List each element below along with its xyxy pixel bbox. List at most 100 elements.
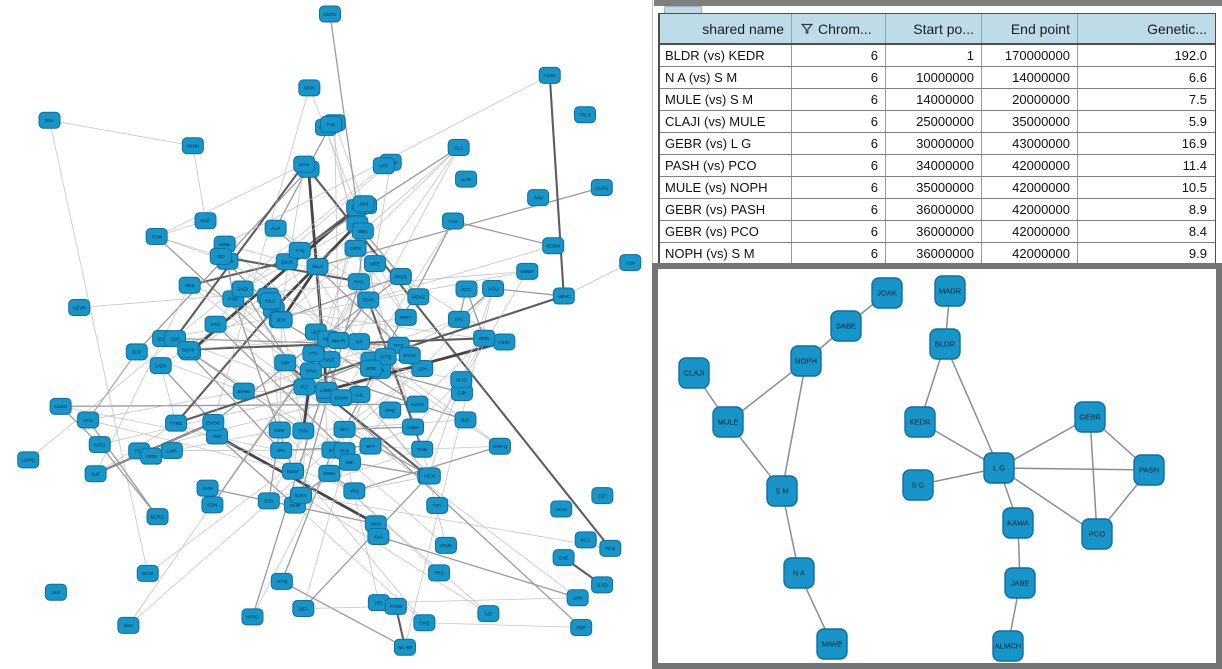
network-edge[interactable] <box>362 230 419 297</box>
network-edge[interactable] <box>548 75 565 297</box>
network-node[interactable]: BJKY <box>289 486 312 504</box>
network-node[interactable]: GKGI <box>231 280 254 298</box>
network-node[interactable]: ALR <box>264 219 287 237</box>
table-row[interactable]: N A (vs) S M 6 10000000 14000000 6.6 <box>660 67 1215 89</box>
network-node[interactable]: XJF <box>477 605 500 623</box>
network-node[interactable]: OKZJ <box>550 500 573 518</box>
network-edge[interactable] <box>160 365 177 424</box>
network-node[interactable]: ASSE <box>538 66 561 84</box>
network-node[interactable]: SOF <box>125 343 148 361</box>
network-edge[interactable] <box>189 351 345 452</box>
network-node[interactable]: NDZF <box>282 462 305 480</box>
table-row[interactable]: GEBR (vs) PCO 6 36000000 42000000 8.4 <box>660 221 1215 243</box>
network-node[interactable]: MULE <box>712 406 744 438</box>
network-node[interactable]: N A <box>783 557 815 589</box>
network-node[interactable]: SQT <box>591 487 614 505</box>
network-node[interactable]: BSX <box>117 616 140 634</box>
network-edge[interactable] <box>99 368 423 445</box>
network-node[interactable]: MOKZ <box>407 288 430 306</box>
network-edge[interactable] <box>422 445 500 450</box>
network-node[interactable]: PIOD <box>140 447 163 465</box>
network-node[interactable]: IUCU <box>88 436 111 454</box>
network-edge[interactable] <box>367 162 392 301</box>
table-row[interactable]: NOPH (vs) S M 6 36000000 42000000 9.9 <box>660 243 1215 264</box>
panel-tab-fragment[interactable] <box>664 6 702 14</box>
column-header-start-point[interactable]: Start po... <box>886 14 982 43</box>
network-node[interactable]: WLHW <box>393 638 416 656</box>
network-edge[interactable] <box>273 308 505 343</box>
network-node[interactable]: NOPH <box>790 345 822 377</box>
network-node[interactable]: JLVQ <box>591 576 614 594</box>
network-node[interactable]: SQYP <box>177 341 200 359</box>
table-row[interactable]: MULE (vs) NOPH 6 35000000 42000000 10.5 <box>660 177 1215 199</box>
network-edge[interactable] <box>303 419 466 432</box>
network-node[interactable]: EWDN <box>202 413 225 431</box>
network-node[interactable]: JYTQ <box>374 348 397 366</box>
network-node[interactable]: AWVC <box>552 287 575 305</box>
network-edge[interactable] <box>279 275 402 321</box>
network-node[interactable]: FFZM <box>384 597 407 615</box>
network-node[interactable]: EIOF <box>268 421 291 439</box>
network-edge[interactable] <box>233 161 391 300</box>
network-node[interactable]: OWM <box>318 464 341 482</box>
network-node[interactable]: TRLR <box>574 106 597 124</box>
network-edge[interactable] <box>378 597 578 604</box>
column-header-genetic[interactable]: Genetic... <box>1078 14 1214 43</box>
network-edge[interactable] <box>49 120 149 574</box>
network-node[interactable]: ZQP <box>570 618 593 636</box>
table-row[interactable]: GEBR (vs) L G 6 30000000 43000000 16.9 <box>660 133 1215 155</box>
network-edge[interactable] <box>268 147 460 502</box>
table-row[interactable]: CLAJI (vs) MULE 6 25000000 35000000 5.9 <box>660 111 1215 133</box>
network-node[interactable]: WYQ <box>270 572 293 590</box>
network-node[interactable]: XHW <box>196 479 219 497</box>
network-edge[interactable] <box>300 494 611 549</box>
network-node[interactable]: TEVN <box>357 291 380 309</box>
network-node[interactable]: MADR <box>934 275 966 307</box>
network-edge[interactable] <box>424 622 582 628</box>
network-node[interactable]: DUVM <box>330 389 353 407</box>
network-node[interactable]: S M <box>766 475 798 507</box>
network-edge[interactable] <box>88 390 244 421</box>
network-node[interactable]: NMYR <box>327 331 350 349</box>
network-node[interactable]: BPAM <box>232 382 255 400</box>
network-node[interactable]: AOVG <box>406 395 429 413</box>
network-node[interactable]: GWPQ <box>488 437 511 455</box>
network-edge[interactable] <box>349 461 447 546</box>
network-edge[interactable] <box>998 467 1150 471</box>
network-node[interactable]: CLAJI <box>678 357 710 389</box>
network-edge[interactable] <box>781 360 807 492</box>
network-node[interactable]: GEBR <box>1074 401 1106 433</box>
network-node[interactable]: FFG <box>204 315 227 333</box>
network-edge[interactable] <box>421 288 494 369</box>
network-edge[interactable] <box>189 300 271 353</box>
network-edge[interactable] <box>243 319 460 392</box>
network-node[interactable]: BLDR <box>929 328 961 360</box>
network-node[interactable]: UXRL <box>493 333 516 351</box>
network-node[interactable]: HLYZ <box>450 371 473 389</box>
network-node[interactable]: HQW <box>401 418 424 436</box>
network-node[interactable]: EON <box>201 496 224 514</box>
network-node[interactable]: JSM <box>352 195 375 213</box>
network-node[interactable]: YYQ <box>288 241 311 259</box>
network-node[interactable]: RYG <box>347 273 370 291</box>
network-node[interactable]: FTY <box>302 345 325 363</box>
network-node[interactable]: JOAK <box>871 277 903 309</box>
network-node[interactable]: JGQN <box>434 536 457 554</box>
network-node[interactable]: EMG <box>473 329 496 347</box>
table-row[interactable]: BLDR (vs) KEDR 6 1 170000000 192.0 <box>660 45 1215 67</box>
network-edge[interactable] <box>95 285 191 474</box>
network-node[interactable]: PLT <box>293 378 316 396</box>
network-node[interactable]: RES <box>178 276 201 294</box>
network-node[interactable]: S G <box>902 469 934 501</box>
network-edge[interactable] <box>944 343 1000 469</box>
network-edge[interactable] <box>49 119 193 147</box>
network-node[interactable]: RCC <box>455 280 478 298</box>
network-edge[interactable] <box>280 265 319 321</box>
network-edge[interactable] <box>378 535 578 599</box>
network-edge[interactable] <box>349 461 430 477</box>
network-edge[interactable] <box>139 394 360 452</box>
network-node[interactable]: XKA <box>367 527 390 545</box>
network-node[interactable]: JABE <box>1004 567 1036 599</box>
network-node[interactable]: YRQ <box>428 564 451 582</box>
secondary-network-view[interactable]: JOAK MADR SABE NOPH BLDR CLAJI MULE KEDR GEBR L G… <box>652 263 1222 669</box>
